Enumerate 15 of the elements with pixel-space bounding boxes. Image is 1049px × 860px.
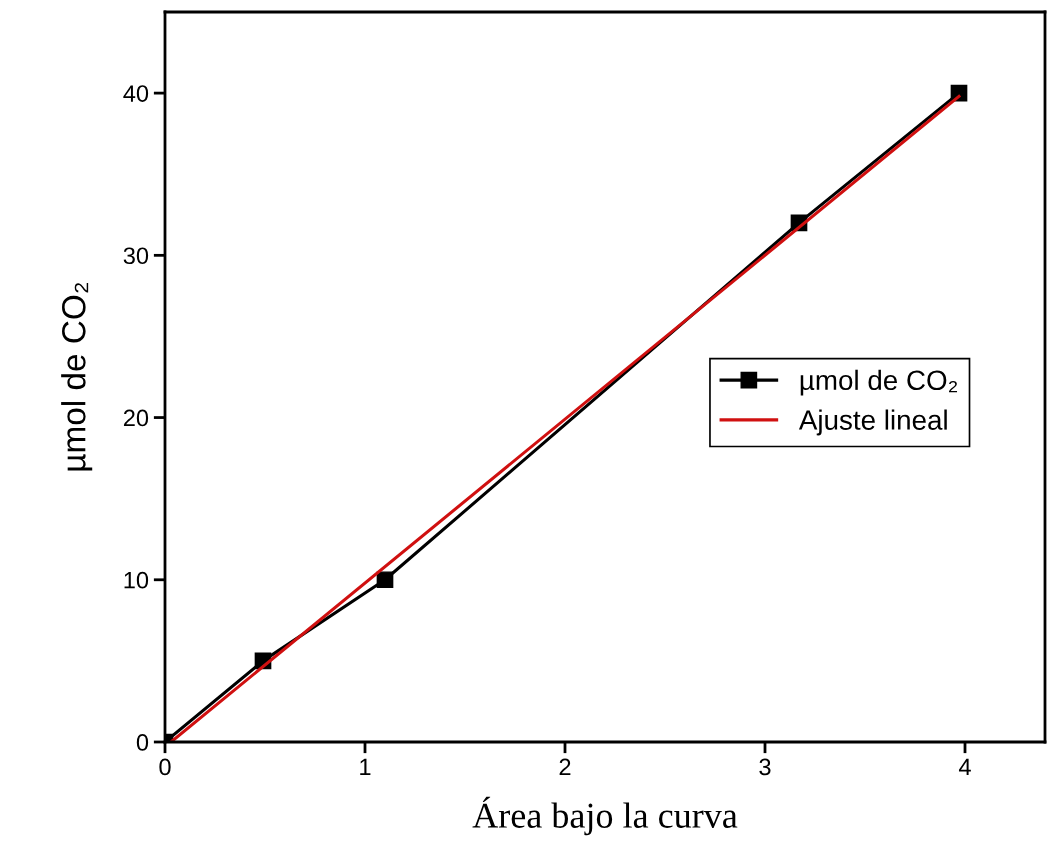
y-tick-label: 40 — [123, 85, 149, 102]
x-tick-label: 3 — [759, 758, 771, 776]
y-tick-label: 20 — [123, 409, 149, 427]
x-tick-label: 2 — [559, 758, 571, 776]
x-tick-label: 1 — [360, 758, 371, 776]
legend-label: µmol de CO₂ — [800, 369, 958, 396]
x-tick-label: 0 — [159, 758, 171, 776]
y-axis-title: µmol de CO₂ — [61, 282, 93, 471]
point — [376, 571, 394, 589]
x-tick-label: 4 — [958, 758, 971, 776]
x-axis-title: Área bajo la curva — [472, 796, 738, 836]
legend-label: Ajuste lineal — [798, 409, 947, 436]
y-tick-label: 0 — [136, 734, 149, 751]
y-tick-label: 10 — [124, 571, 149, 589]
y-tick-label: 30 — [123, 247, 149, 265]
